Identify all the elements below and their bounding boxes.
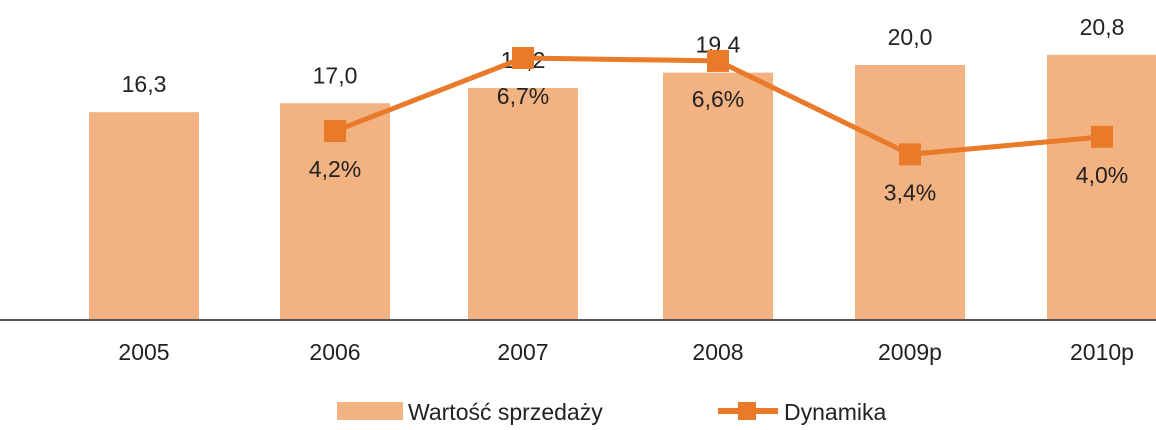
legend-line-label: Dynamika [784, 399, 886, 425]
bar-2009p [855, 65, 965, 320]
bar-2007 [468, 87, 578, 320]
dynamics-label-2010p: 4,0% [1076, 162, 1128, 188]
legend-bar-label: Wartość sprzedaży [408, 399, 603, 425]
bar-2005 [89, 112, 199, 320]
x-tick-label-2010p: 2010p [1070, 339, 1134, 365]
legend: Wartość sprzedaży Dynamika [337, 399, 886, 425]
bar-2010p [1047, 54, 1156, 321]
bar-value-label-2006: 17,0 [313, 62, 358, 88]
legend-bar-swatch [337, 402, 403, 420]
bar-value-label-2005: 16,3 [122, 71, 167, 97]
bar-value-label-2010p: 20,8 [1080, 14, 1125, 40]
legend-line-marker [738, 402, 756, 420]
pct-labels-layer: 4,2% 6,7% 6,6% 3,4% 4,0% [309, 83, 1128, 205]
dynamics-label-2007: 6,7% [497, 83, 549, 109]
bar-labels-layer: 16,317,018,219,420,020,8 [122, 14, 1125, 97]
bars-layer [89, 54, 1156, 321]
dynamics-marker-2009p [899, 143, 921, 166]
x-tick-label-2008: 2008 [692, 339, 743, 365]
x-tick-label-2009p: 2009p [878, 339, 942, 365]
x-tick-label-2006: 2006 [309, 339, 360, 365]
dynamics-marker-2006 [324, 120, 346, 142]
dynamics-marker-2010p [1091, 125, 1113, 148]
line-layer [324, 47, 1113, 166]
bar-value-label-2009p: 20,0 [888, 24, 933, 50]
dynamics-label-2006: 4,2% [309, 156, 361, 182]
bar-2008 [663, 72, 773, 321]
x-tick-label-2005: 2005 [118, 339, 169, 365]
dynamics-marker-2007 [512, 47, 534, 69]
x-tick-label-2007: 2007 [497, 339, 548, 365]
ticks-layer: 2005 2006 2007 2008 2009p 2010p [118, 339, 1134, 365]
dynamics-label-2008: 6,6% [692, 86, 744, 112]
dynamics-marker-2008 [707, 49, 729, 72]
dynamics-label-2009p: 3,4% [884, 179, 936, 205]
